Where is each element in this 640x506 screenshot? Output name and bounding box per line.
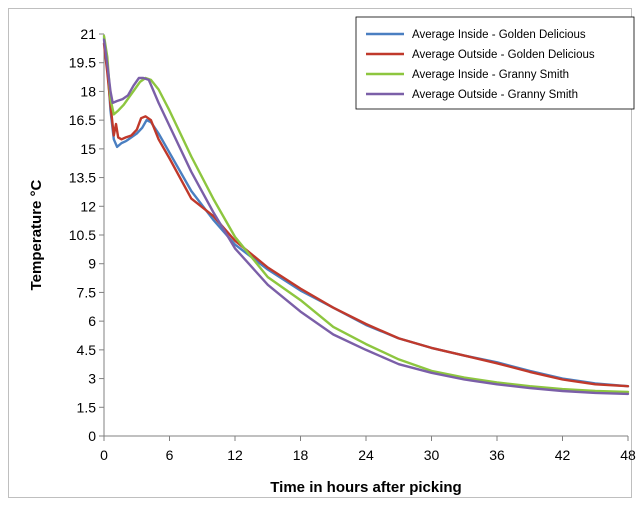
y-tick-label: 4.5	[77, 342, 97, 358]
legend-entry: Average Inside - Golden Delicious	[412, 29, 586, 41]
x-tick-label: 36	[489, 447, 505, 463]
y-tick-label: 0	[88, 428, 96, 444]
y-tick-label: 10.5	[69, 227, 96, 243]
x-tick-label: 12	[227, 447, 243, 463]
y-tick-label: 12	[80, 198, 96, 214]
axes: 0 1.5 3 4.5 6 7.5 9 10.5 12 13.5 15 16.5 18 19.5 21 0 6 1…	[69, 26, 636, 463]
y-tick-label: 3	[88, 371, 96, 387]
legend-entry: Average Outside - Granny Smith	[412, 89, 578, 101]
y-tick-label: 9	[88, 256, 96, 272]
y-tick-label: 7.5	[77, 284, 97, 300]
y-tick-label: 16.5	[69, 112, 96, 128]
x-tick-label: 0	[100, 447, 108, 463]
series-line	[102, 42, 630, 388]
legend-entry: Average Inside - Granny Smith	[412, 69, 569, 81]
y-tick-label: 15	[80, 141, 96, 157]
x-tick-label: 18	[293, 447, 309, 463]
y-tick-label: 1.5	[77, 399, 97, 415]
y-tick-label: 6	[88, 313, 96, 329]
legend-entry: Average Outside - Golden Delicious	[412, 49, 595, 61]
series-line	[102, 34, 630, 394]
y-axis-title: Temperature °C	[28, 179, 45, 290]
series-layer	[102, 34, 630, 396]
y-tick-label: 21	[80, 26, 96, 42]
x-tick-label: 48	[620, 447, 636, 463]
y-tick-label: 19.5	[69, 55, 96, 71]
legend: Average Inside - Golden Delicious Average…	[355, 16, 635, 110]
x-axis-title: Time in hours after picking	[270, 479, 461, 496]
x-tick-label: 6	[166, 447, 174, 463]
y-tick-label: 18	[80, 83, 96, 99]
x-tick-label: 30	[424, 447, 440, 463]
y-tick-label: 13.5	[69, 170, 96, 186]
x-tick-label: 42	[555, 447, 571, 463]
x-tick-label: 24	[358, 447, 374, 463]
series-line	[102, 38, 630, 396]
chart-frame	[8, 8, 632, 498]
